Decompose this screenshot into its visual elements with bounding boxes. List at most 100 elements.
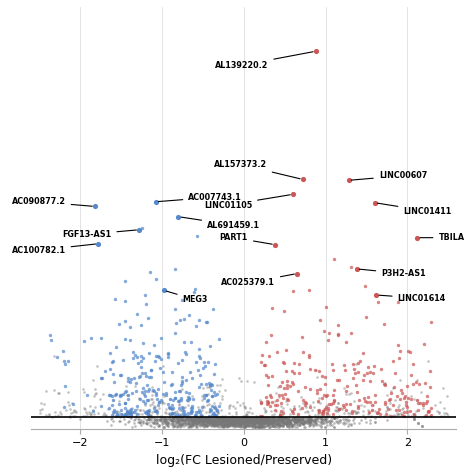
Point <box>348 407 356 415</box>
Point <box>155 422 163 430</box>
Point <box>122 399 129 407</box>
Point <box>113 410 120 418</box>
Point <box>184 415 191 423</box>
Point <box>204 417 212 424</box>
Point <box>225 419 233 427</box>
Point <box>313 420 321 428</box>
Point <box>220 422 228 430</box>
Point <box>91 403 99 410</box>
Point <box>140 397 147 405</box>
Point <box>196 352 203 360</box>
Point <box>184 396 192 403</box>
Point <box>221 386 229 394</box>
Point <box>306 419 313 427</box>
Point <box>249 419 257 427</box>
Point <box>282 419 290 427</box>
Point <box>185 394 193 402</box>
Point <box>231 421 239 429</box>
Point <box>190 419 198 426</box>
Point <box>221 418 229 425</box>
Point <box>228 420 235 428</box>
Point <box>251 419 258 427</box>
Point <box>294 387 302 395</box>
Point <box>276 417 283 424</box>
Point <box>263 414 270 422</box>
Point <box>253 415 261 423</box>
Point <box>250 419 258 427</box>
Point <box>222 422 230 429</box>
Point <box>133 410 141 418</box>
Point <box>272 415 279 423</box>
Point <box>269 411 276 419</box>
Point <box>217 416 225 424</box>
Point <box>204 416 212 423</box>
Point <box>277 416 284 423</box>
Point <box>188 405 196 412</box>
Point <box>371 418 378 426</box>
Point <box>283 414 291 421</box>
Point <box>60 347 67 355</box>
Point <box>270 416 278 424</box>
Point <box>414 406 422 413</box>
Point <box>259 351 266 359</box>
Point <box>234 419 241 427</box>
Point <box>260 404 268 411</box>
Point <box>425 407 432 415</box>
Point <box>233 415 240 423</box>
Point <box>223 420 231 428</box>
Point <box>294 423 301 431</box>
Point <box>170 417 177 425</box>
Point <box>200 420 208 428</box>
Point <box>274 415 282 423</box>
Point <box>76 415 83 423</box>
Point <box>199 420 207 428</box>
Point <box>260 415 267 422</box>
Point <box>219 418 227 425</box>
Point <box>330 396 338 404</box>
Point <box>283 418 291 426</box>
Point <box>87 410 94 418</box>
Point <box>263 415 270 423</box>
Point <box>243 418 250 426</box>
Point <box>260 423 268 430</box>
Point <box>316 385 324 392</box>
Point <box>182 388 190 396</box>
Point <box>233 421 241 429</box>
Point <box>444 392 451 400</box>
Point <box>251 423 258 431</box>
Point <box>387 387 395 395</box>
Point <box>282 419 289 427</box>
Point <box>204 419 212 427</box>
Point <box>160 417 167 424</box>
Point <box>211 417 219 424</box>
Point <box>255 419 262 427</box>
Point <box>56 408 64 416</box>
Point <box>260 416 268 423</box>
Point <box>321 414 328 422</box>
Point <box>219 419 226 427</box>
Point <box>354 359 362 367</box>
Point <box>342 391 350 398</box>
Point <box>236 420 244 428</box>
Point <box>258 414 265 422</box>
Point <box>239 417 247 425</box>
Point <box>237 401 244 409</box>
Point <box>173 415 181 422</box>
Point <box>126 323 134 331</box>
Point <box>243 418 250 425</box>
Point <box>155 398 163 406</box>
Point <box>220 419 228 426</box>
Point <box>146 415 153 422</box>
Point <box>156 416 164 423</box>
Point <box>278 419 285 427</box>
Point <box>318 420 325 428</box>
Point <box>199 419 207 426</box>
Point <box>210 399 218 407</box>
Point <box>121 399 129 407</box>
Point <box>200 415 207 422</box>
Point <box>223 416 231 423</box>
Point <box>135 359 142 366</box>
Point <box>235 418 242 426</box>
Point <box>341 409 348 417</box>
Point <box>272 420 279 428</box>
